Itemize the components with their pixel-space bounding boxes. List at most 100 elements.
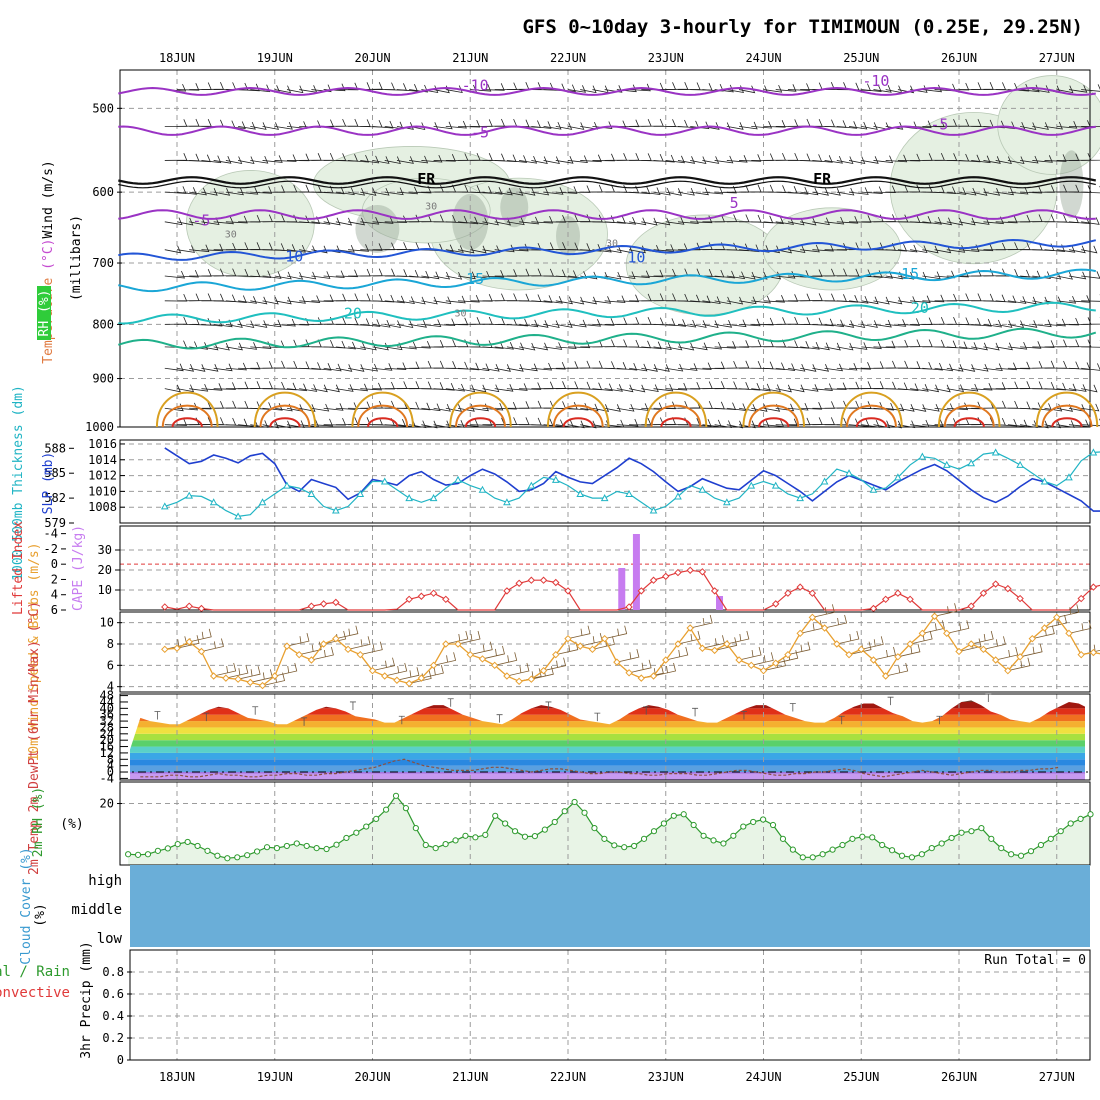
wind-barb [714,185,737,194]
lifted-index-point [698,568,707,576]
wind-barb [164,363,184,372]
wind10m-point [527,675,536,683]
wind-barb [812,119,836,128]
wind-barb [702,156,720,164]
wind-barb [1007,419,1028,428]
wind10m-point [1065,629,1073,638]
wind10m-point [759,666,768,675]
wind-barb [1007,156,1025,165]
temp-band [130,740,1085,747]
wind-barb [677,342,695,351]
wind-barb [897,404,915,412]
wind-barb [531,418,554,427]
wind-barb [604,245,622,254]
cape-bar [618,568,626,610]
wind-barb [189,401,212,410]
rh2m-point [968,828,975,835]
rh2m-point [254,848,261,855]
temp-band [130,714,1085,722]
wind-barb [262,155,283,163]
rh2m-point [204,847,211,854]
wind-barb [421,296,438,305]
wind-barb [1056,420,1075,428]
wind10m-barb [445,630,469,645]
wind-barb [176,83,200,91]
temp-tick-label: 8 [107,752,114,766]
wind-barb [555,186,578,194]
wind-barb [775,152,799,161]
bottom-date-axis: 18JUN 19JUN 20JUN 21JUN 22JUN 23JUN 24JUN 25JUN… [159,1070,1075,1084]
wind10m-barb [299,641,322,656]
ylabel-cloud-cover: Cloud Cover (%) [19,847,34,964]
wind-barb [848,342,868,350]
wind-barb [1020,84,1040,93]
wind-barb [238,361,261,370]
wind-barb [653,401,677,410]
temp-minmax-marker [594,712,601,722]
wind-barb [861,84,882,92]
isotherm-label: 30 [225,229,237,240]
wind-barb [1044,121,1063,130]
wind-barb [958,119,982,127]
ylabel-total-rain: Total / Rain [0,964,70,980]
wind-barb [1020,122,1037,131]
rh2m-point [462,832,469,839]
wind-barb [433,403,451,412]
ylabel-temp2m: 2m Temp 2m DewPt (6hr Min/Max) (°C) [27,601,42,875]
rh2m-area [128,795,1091,865]
lifted-index-point [503,587,511,595]
wind-barb [396,320,414,329]
wind10m-point [490,661,499,670]
wind-barb [922,384,940,393]
wind-barb [812,155,833,163]
wind-barb [348,244,370,252]
wind-barb [910,295,931,304]
slp-tick-label: 1008 [88,500,117,514]
wind-barb [787,402,809,411]
rh2m-point [730,832,737,839]
wind-barb [616,245,634,254]
wind-barb [213,82,237,90]
wind-barb [1081,403,1100,412]
wind-barb [433,271,451,280]
wind10m-point [173,644,181,652]
date-label-bottom: 26JUN [941,1070,977,1084]
wind-barb [201,188,218,196]
wind-barb [238,381,261,390]
wind10m-point [735,656,743,664]
wind-barb [433,383,455,391]
rh2m-point [680,811,687,818]
wind-barb [274,420,292,429]
wind10m-barb [665,646,689,661]
wind-barb [787,186,809,195]
temp-tick-label: 0 [107,765,114,779]
wind-barb [592,420,610,429]
wind10m-point [845,650,853,659]
wind-barb [311,217,331,225]
rh-ylabel: RH (%) [37,286,52,340]
rh2m-fill [128,795,1091,865]
wind-barb [543,156,560,165]
wind10m-point [393,676,401,684]
wind-barb [836,216,859,224]
wind10m-barb [164,636,188,650]
svg-text:RH (%): RH (%) [37,290,52,337]
cloud-levels: high middle low (%) [33,873,123,947]
wind-barb [995,295,1017,304]
boundary-layer-isotherm [253,391,317,428]
wind-barb [323,384,340,393]
wind-barb [1056,271,1073,280]
wind-barb [653,187,671,196]
wind10m-point [405,679,413,688]
wind-barb [922,119,945,128]
wind-barb [787,245,806,254]
wind-barb [567,420,585,429]
isotherm-label: 5 [730,194,739,212]
wind-barb [616,362,638,371]
wind-barb [274,382,297,391]
wind-barb [580,85,597,94]
wind-barb [995,320,1013,328]
wind-barb [567,319,587,328]
wind-barb [409,340,431,349]
